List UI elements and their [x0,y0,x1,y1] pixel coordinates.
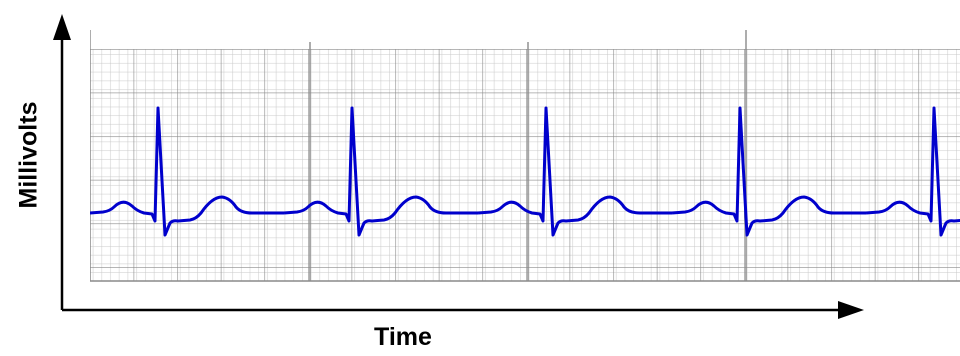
y-axis-label: Millivolts [15,102,43,209]
x-axis-label: Time [374,323,432,351]
grid [90,30,960,282]
axes [53,14,864,319]
